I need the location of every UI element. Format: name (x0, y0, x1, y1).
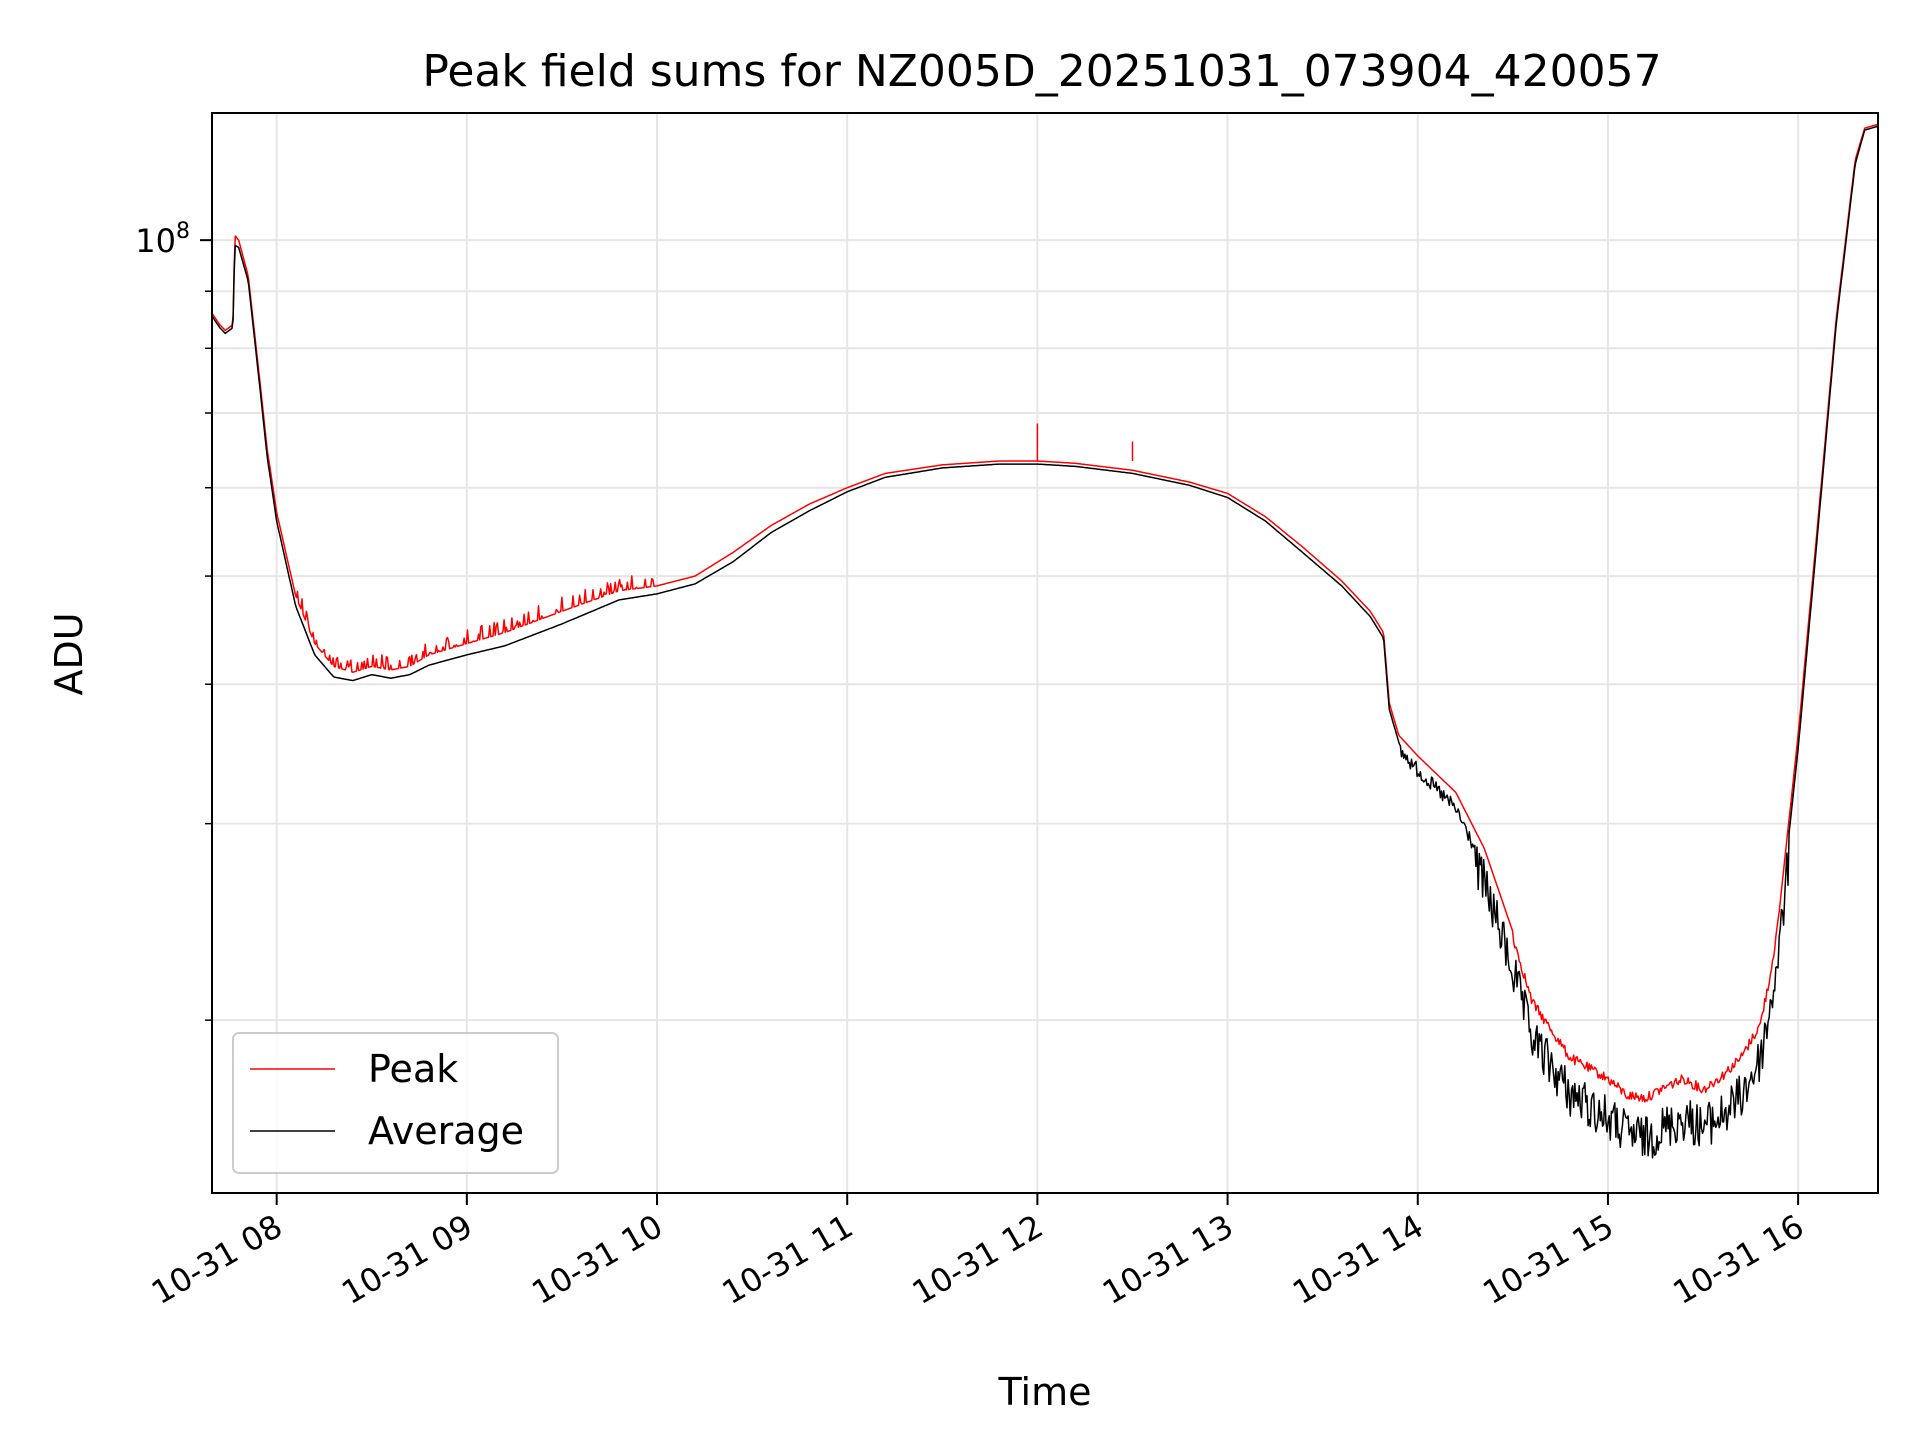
chart-title: Peak field sums for NZ005D_20251031_0739… (422, 46, 1661, 97)
series-layer (212, 123, 1878, 1159)
grid-layer (212, 113, 1878, 1193)
y-tick-label: 108 (135, 219, 190, 260)
x-axis-label: Time (998, 1370, 1092, 1414)
plot-frame (211, 112, 1879, 1194)
y-axis-label: ADU (47, 612, 91, 695)
legend-average-label: Average (368, 1109, 524, 1153)
series-line-average (212, 125, 1878, 1159)
series-line-peak (212, 123, 1878, 1103)
legend-peak-label: Peak (368, 1047, 458, 1091)
y-axis: 108 (135, 219, 212, 1021)
legend: Peak Average (232, 1032, 559, 1174)
legend-box (232, 1032, 559, 1174)
